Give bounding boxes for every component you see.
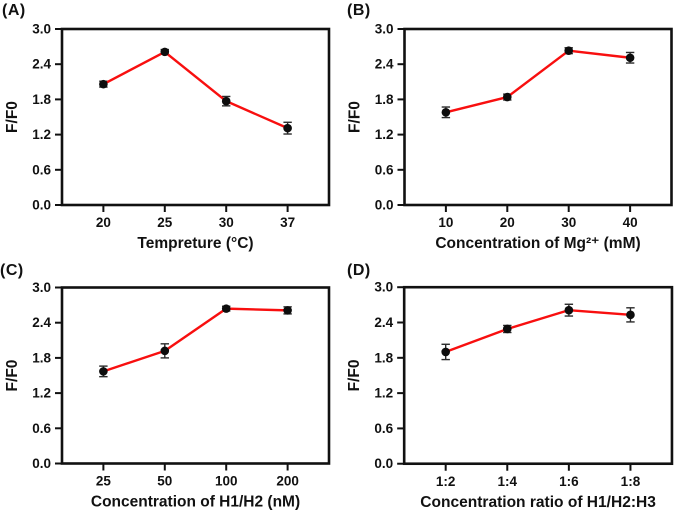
data-point (99, 79, 108, 89)
chart-b-mg-concentration: 0.0 0.6 1.2 1.8 2.4 3.0 10 20 30 40 F/F0 Concentrat… (347, 22, 673, 252)
data-point (160, 47, 170, 57)
x-tick-label: 20 (500, 215, 515, 230)
y-tick-label: 1.2 (375, 127, 394, 142)
x-tick-label: 25 (96, 474, 112, 489)
y-tick-label: 2.4 (32, 315, 51, 330)
x-tick-label: 200 (276, 474, 299, 489)
series-line (103, 307, 288, 373)
x-tick-label: 25 (157, 215, 173, 230)
x-axis-title: Concentration of Mg²⁺ (mM) (435, 235, 640, 252)
panel-d-label: (D) (347, 262, 371, 279)
y-tick-label: 0.0 (32, 456, 51, 471)
data-point (283, 306, 292, 315)
x-tick-label: 1:8 (621, 474, 641, 489)
panel-c: (C) 0.0 0.6 1.2 1.8 2.4 3.0 25 50 100 200 F/F0 Conc… (0, 258, 342, 517)
panel-a: (A) 0.0 0.6 1.2 1.8 2.4 3.0 20 25 30 37 F/F0 Tempre… (0, 0, 342, 258)
data-point (564, 46, 574, 56)
x-tick-label: 37 (280, 215, 295, 230)
y-tick-label: 0.0 (32, 198, 51, 213)
y-tick-label: 0.6 (32, 421, 51, 436)
chart-a-temperature: 0.0 0.6 1.2 1.8 2.4 3.0 20 25 30 37 F/F0 Tempreture… (4, 22, 331, 252)
x-tick-label: 1:4 (498, 474, 518, 489)
y-tick-label: 0.0 (375, 198, 394, 213)
x-tick-label: 30 (219, 215, 234, 230)
x-tick-label: 40 (623, 215, 638, 230)
data-point (626, 310, 635, 320)
panel-c-label: (C) (0, 262, 24, 279)
data-point (502, 324, 512, 334)
plot-frame (402, 285, 674, 466)
y-tick-label: 1.8 (32, 92, 51, 107)
panel-b-label: (B) (347, 2, 371, 19)
data-point (283, 123, 292, 133)
data-point (160, 346, 170, 356)
x-tick-label: 1:2 (436, 474, 456, 489)
y-tick-label: 1.2 (32, 386, 51, 401)
data-point (221, 304, 231, 313)
y-tick-label: 0.6 (375, 162, 394, 177)
y-tick-label: 1.8 (375, 92, 394, 107)
x-tick-label: 30 (561, 215, 576, 230)
y-axis-title: F/F0 (346, 359, 363, 391)
data-point (221, 96, 231, 106)
data-point (564, 305, 574, 315)
x-tick-label: 20 (96, 215, 111, 230)
plot-frame (60, 27, 331, 207)
y-tick-label: 3.0 (32, 280, 51, 295)
y-axis-title: F/F0 (347, 101, 364, 133)
x-axis-title: Concentration ratio of H1/H2:H3 (420, 494, 656, 511)
y-tick-label: 3.0 (32, 22, 51, 37)
panel-d: (D) 0.0 0.6 1.2 1.8 2.4 3.0 1:2 1:4 1:6 1:8 F/F0 Co… (342, 258, 685, 517)
y-tick-label: 0.6 (374, 421, 393, 436)
x-tick-label: 100 (215, 474, 238, 489)
plot-frame (403, 27, 673, 207)
chart-d-ratio: 0.0 0.6 1.2 1.8 2.4 3.0 1:2 1:4 1:6 1:8 F/F0 Concen… (346, 280, 674, 511)
y-tick-label: 0.0 (374, 456, 393, 471)
x-axis-title: Concentration of H1/H2 (nM) (91, 494, 300, 511)
x-tick-label: 1:6 (559, 474, 579, 489)
y-tick-label: 1.8 (374, 350, 393, 365)
chart-c-h1h2-concentration: 0.0 0.6 1.2 1.8 2.4 3.0 25 50 100 200 F/F0 Concentr… (4, 280, 331, 511)
y-axis-title: F/F0 (4, 101, 21, 133)
series-line (102, 50, 289, 130)
y-tick-label: 1.8 (32, 350, 51, 365)
panel-b: (B) 0.0 0.6 1.2 1.8 2.4 3.0 10 20 30 40 F/F0 Concen… (342, 0, 685, 258)
data-point (502, 92, 512, 102)
data-point (625, 53, 635, 63)
data-point (441, 108, 451, 117)
data-point (441, 347, 450, 357)
y-tick-label: 2.4 (375, 57, 394, 72)
series-line (445, 308, 631, 354)
y-tick-label: 2.4 (374, 315, 393, 330)
series-line (445, 49, 631, 114)
y-tick-label: 2.4 (32, 57, 51, 72)
x-axis-title: Tempreture (°C) (137, 235, 253, 252)
plot-frame (60, 286, 331, 465)
y-tick-label: 1.2 (32, 127, 51, 142)
y-axis-title: F/F0 (4, 360, 21, 392)
data-point (99, 367, 108, 376)
y-tick-label: 0.6 (32, 162, 51, 177)
y-tick-label: 3.0 (375, 22, 394, 37)
y-tick-label: 3.0 (374, 280, 393, 295)
x-tick-label: 50 (157, 474, 172, 489)
panel-a-label: (A) (2, 2, 26, 19)
x-tick-label: 10 (438, 215, 453, 230)
y-tick-label: 1.2 (374, 386, 393, 401)
